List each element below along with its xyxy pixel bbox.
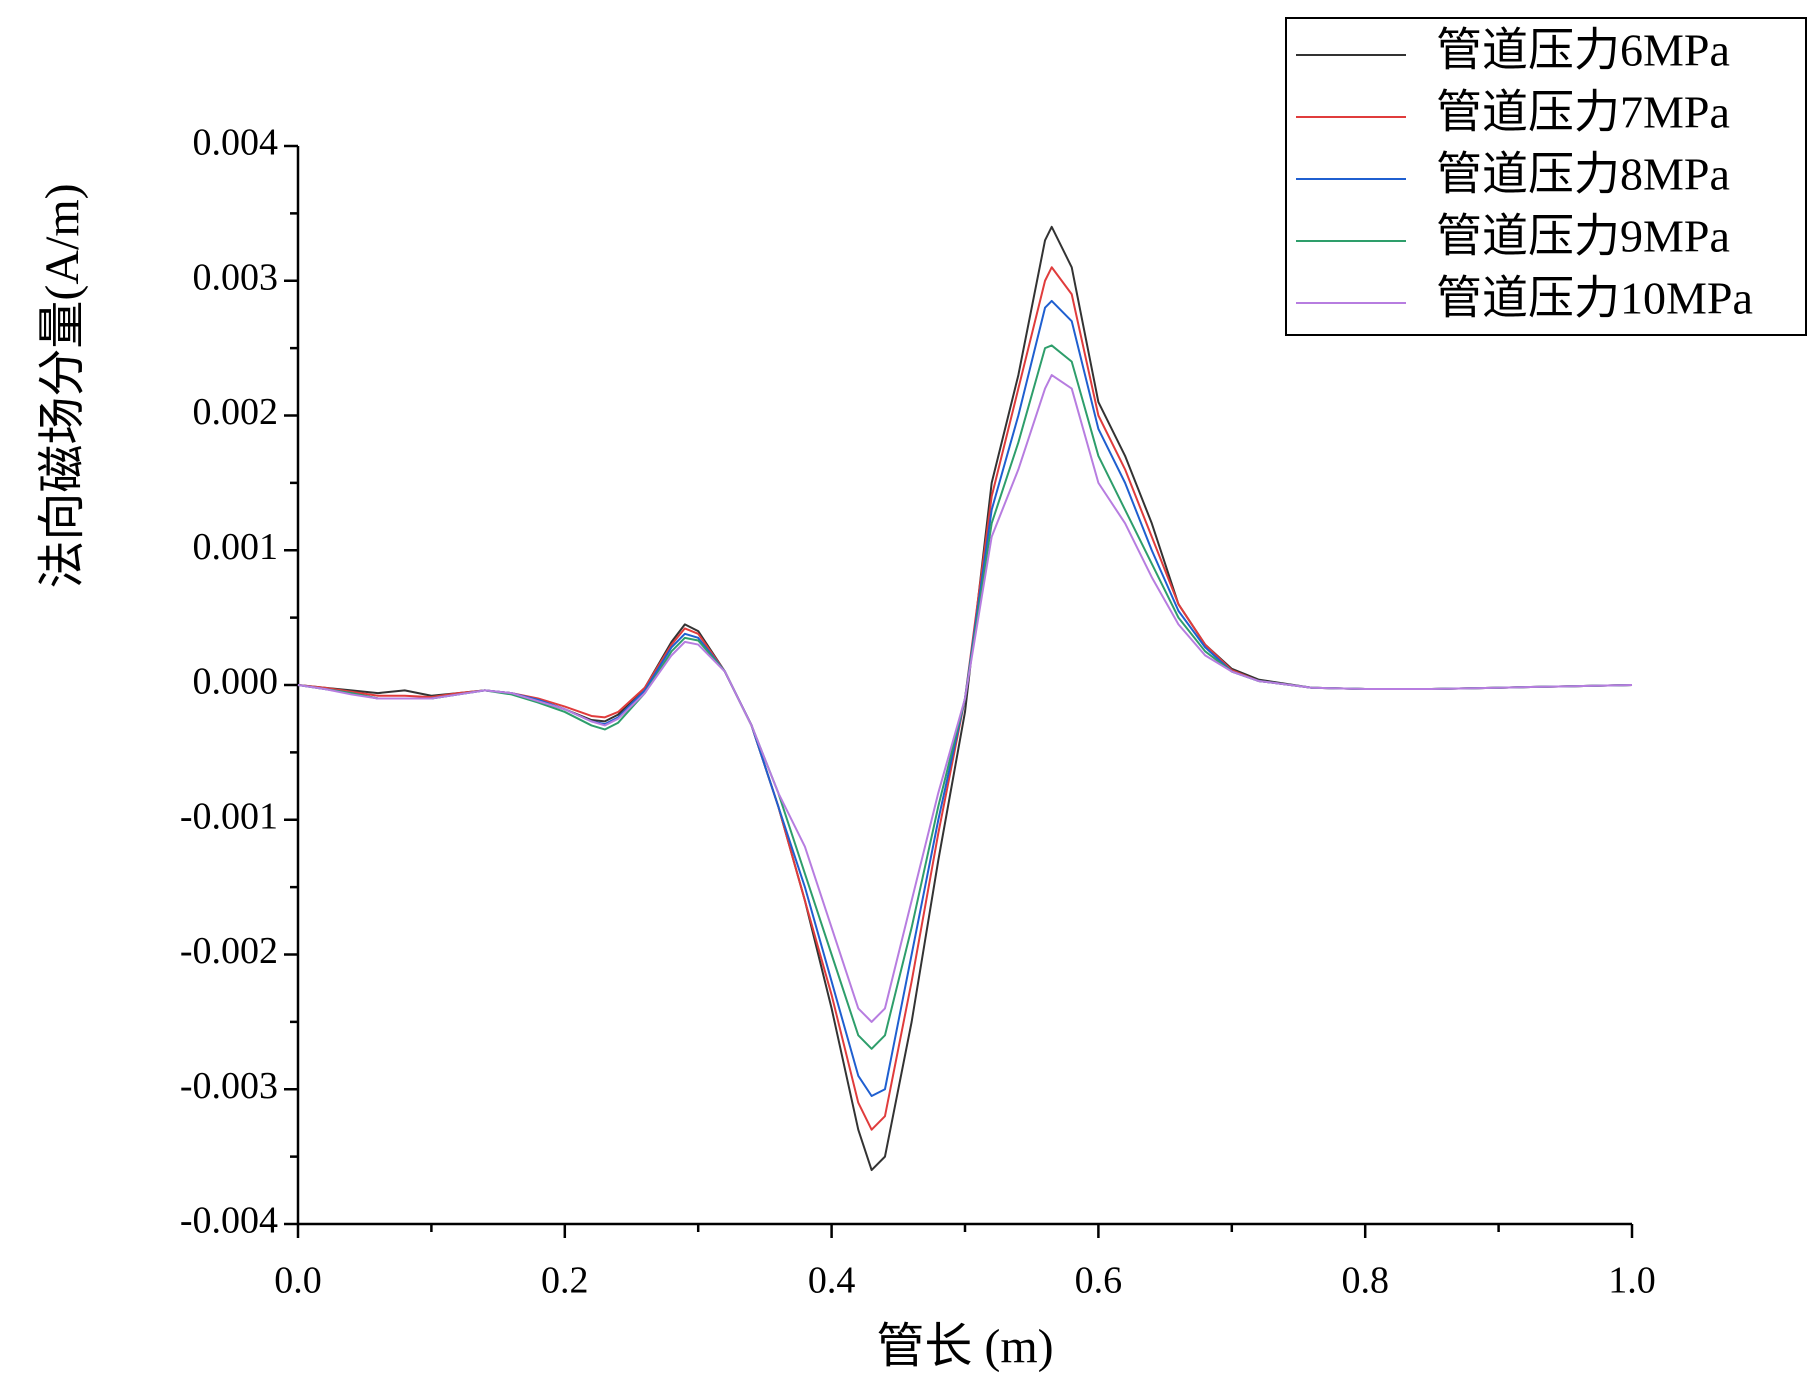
legend-label: 管道压力10MPa [1436,273,1753,324]
series-line [297,374,1633,1023]
y-tick-label: -0.002 [180,930,278,972]
x-tick-label: 0.8 [1341,1260,1389,1302]
legend-label: 管道压力6MPa [1436,25,1730,76]
x-axis-label: 管长 (m) [876,1320,1053,1373]
x-tick-label: 0.4 [808,1260,856,1302]
legend-label: 管道压力7MPa [1436,87,1730,138]
y-tick-label: 0.002 [193,391,279,433]
y-tick-label: 0.004 [193,122,279,164]
y-tick-label: -0.003 [180,1065,278,1107]
legend-label: 管道压力8MPa [1436,149,1730,200]
legend-box [1285,17,1807,336]
legend-label: 管道压力9MPa [1436,211,1730,262]
y-tick-label: -0.001 [180,795,278,837]
y-tick-label: 0.001 [193,526,279,568]
x-tick-label: 0.6 [1075,1260,1123,1302]
x-tick-label: 1.0 [1608,1260,1656,1302]
y-axis-label: 法向磁场分量(A/m) [36,183,89,588]
x-tick-label: 0.0 [274,1260,322,1302]
x-tick-label: 0.2 [541,1260,589,1302]
y-tick-label: -0.004 [180,1200,278,1242]
y-tick-label: 0.003 [193,256,279,298]
y-tick-label: 0.000 [193,661,279,703]
